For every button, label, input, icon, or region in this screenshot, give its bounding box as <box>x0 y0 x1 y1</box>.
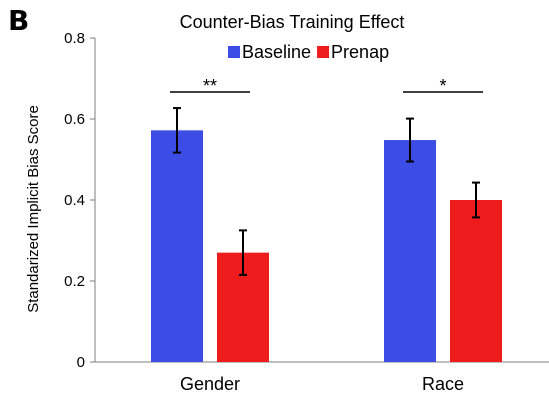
y-tick-label: 0.4 <box>64 192 85 209</box>
significance-stars: * <box>439 76 446 96</box>
y-tick-label: 0.8 <box>64 30 85 47</box>
y-tick-label: 0.2 <box>64 273 85 290</box>
chart-title: Counter-Bias Training Effect <box>180 12 405 32</box>
legend-label: Prenap <box>331 42 389 62</box>
y-tick-label: 0 <box>77 354 85 371</box>
panel-label: B <box>8 4 29 37</box>
significance-stars: ** <box>203 76 217 96</box>
x-tick-label: Race <box>422 374 464 394</box>
error-bars <box>173 107 480 276</box>
significance-markers: ** * <box>170 76 483 96</box>
bars <box>151 130 502 362</box>
legend-swatch <box>317 46 330 58</box>
legend: Baseline Prenap <box>228 42 389 62</box>
bar-baseline-race <box>384 140 436 362</box>
axes: 0 0.2 0.4 0.6 0.8 Gender Race <box>64 30 549 394</box>
legend-label: Baseline <box>242 42 311 62</box>
x-tick-label: Gender <box>180 374 240 394</box>
y-axis-label: Standarized Implicit Bias Score <box>25 105 42 313</box>
y-tick-label: 0.6 <box>64 111 85 128</box>
bar-baseline-gender <box>151 130 203 362</box>
bar-prenap-race <box>450 200 502 362</box>
legend-swatch <box>228 46 240 58</box>
